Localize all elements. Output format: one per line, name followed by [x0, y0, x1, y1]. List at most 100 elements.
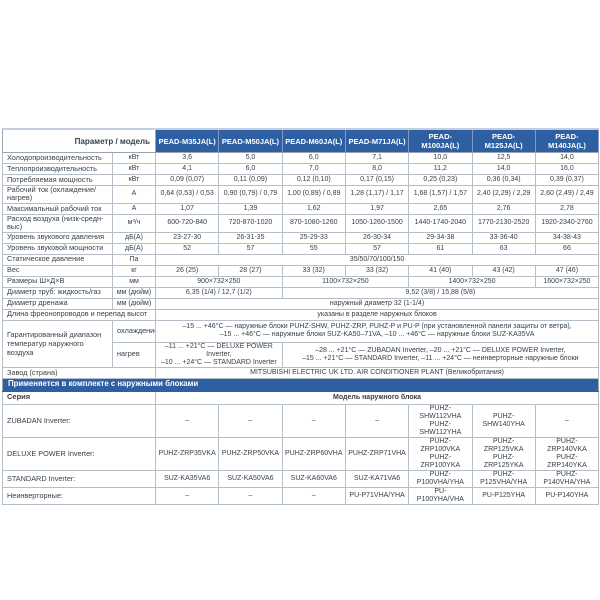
row-label: Длина фреонопроводов и перепад высот: [1, 308, 157, 321]
spec-value: 33 (32): [281, 264, 346, 277]
spec-value: 1,39: [218, 202, 283, 215]
spec-value: 57: [218, 242, 283, 255]
spec-value: 43 (42): [471, 264, 536, 277]
row-label: Статическое давление: [2, 253, 113, 266]
spec-value: 1,62: [281, 202, 346, 215]
series-row-label: Неинверторные:: [1, 487, 157, 506]
spec-value: 720-870-1020: [218, 213, 283, 233]
spec-value: –15 ... +46°С — наружные блоки PUHZ-SHW,…: [155, 319, 600, 343]
series-row-label: ZUBADAN Inverter:: [1, 403, 157, 438]
outdoor-unit-model: PUHZ-ZRP140VKA PUHZ-ZRP140YKA: [534, 436, 600, 472]
series-header-label: Серия: [1, 390, 157, 405]
row-unit: мм (дюйм): [111, 286, 157, 299]
row-unit: А: [111, 185, 157, 204]
spec-value: MITSUBISHI ELECTRIC UK LTD. AIR CONDITIO…: [155, 366, 600, 379]
spec-value: 0,09 (0,07): [155, 174, 220, 186]
row-unit: кг: [111, 264, 157, 277]
spec-value: 57: [344, 242, 410, 255]
outdoor-unit-model: –: [155, 487, 220, 506]
spec-value: 2,76: [471, 202, 536, 215]
series-header-row: Серия Модель наружного блока: [1, 390, 600, 405]
outdoor-unit-model: PUHZ-P125VHA/YHA: [471, 470, 536, 489]
outdoor-unit-model: –: [281, 403, 346, 438]
spec-value: 3,6: [155, 152, 220, 164]
spec-value: 0,36 (0,34): [471, 174, 536, 186]
model-header-5: PEAD-M100JA(L): [408, 128, 473, 153]
row-label: Размеры Ш×Д×В: [2, 275, 113, 288]
row-unit: дБ(А): [111, 242, 157, 255]
spec-value: 9,52 (3/8) / 15,88 (5/8): [281, 286, 600, 299]
row-label: Теплопроизводительность: [2, 163, 113, 175]
spec-value: 41 (40): [408, 264, 473, 277]
outdoor-unit-model: PUHZ-ZRP100VKA PUHZ-ZRP100YKA: [408, 436, 473, 472]
spec-value: 55: [281, 242, 346, 255]
spec-value: 7,0: [281, 163, 346, 175]
row-unit: кВт: [111, 152, 157, 164]
model-header-3: PEAD-M60JA(L): [281, 128, 346, 153]
spec-value: 0,12 (0,10): [281, 174, 346, 186]
param-model-header: Параметр / модель: [1, 128, 157, 153]
outdoor-unit-model: SUZ-KA35VA6: [155, 470, 220, 489]
spec-value: 26-31-35: [218, 231, 283, 244]
table-row: Завод (страна) MITSUBISHI ELECTRIC UK LTD…: [1, 366, 600, 379]
row-unit: мм: [111, 275, 157, 288]
spec-value: 26-30-34: [344, 231, 410, 244]
table-row: Размеры Ш×Д×В мм 900×732×250 1100×732×250 14…: [2, 275, 600, 288]
row-label: Расход воздуха (низк-средн-выс): [2, 213, 113, 233]
model-header-row: Параметр / модель PEAD-M35JA(L) PEAD-M50J…: [1, 128, 600, 153]
spec-value: 6,0: [218, 163, 283, 175]
outdoor-unit-model: PUHZ-ZRP125VKA PUHZ-ZRP125YKA: [471, 436, 536, 472]
spec-value: 2,60 (2,49) / 2,49: [534, 185, 600, 204]
spec-value: 900×732×250: [155, 275, 283, 288]
spec-value: 1100×732×250: [281, 275, 410, 288]
outdoor-unit-model: SUZ-KA60VA6: [281, 470, 346, 489]
section-band-title: Применяется в комплекте с наружными блок…: [1, 377, 600, 392]
row-label: Гарантированный диапазон температур нару…: [2, 319, 113, 368]
row-label: Рабочий ток (охлаждение/нагрев): [2, 185, 113, 204]
spec-value: 1440-1740-2040: [408, 213, 473, 233]
spec-value: 10,0: [408, 152, 473, 164]
outdoor-unit-model: PUHZ-P100VHA/YHA: [408, 470, 473, 489]
row-label: Потребляемая мощность: [2, 174, 113, 186]
row-unit: м³/ч: [111, 213, 157, 233]
spec-value: 2,40 (2,29) / 2,29: [471, 185, 536, 204]
table-row: ZUBADAN Inverter: – – – – PUHZ-SHW112VHA PUHZ…: [1, 403, 600, 438]
row-unit: Па: [111, 253, 157, 266]
spec-value: 63: [471, 242, 536, 255]
row-unit: А: [111, 202, 157, 215]
spec-value: 26 (25): [155, 264, 220, 277]
spec-value: 1,07: [155, 202, 220, 215]
spec-value: 33 (32): [344, 264, 410, 277]
outdoor-unit-model: –: [281, 487, 346, 506]
outdoor-unit-model: PUHZ-P140VHA/YHA: [534, 470, 600, 489]
section-band: Применяется в комплекте с наружными блок…: [1, 377, 600, 392]
row-label: Холодопроизводительность: [2, 152, 113, 164]
spec-value: 1400×732×250: [408, 275, 536, 288]
outdoor-unit-model: PU-P140YHA: [534, 487, 600, 506]
spec-value: 0,64 (0,53) / 0,53: [155, 185, 220, 204]
spec-value: 25-29-33: [281, 231, 346, 244]
spec-value: 14,0: [534, 152, 600, 164]
series-row-label: DELUXE POWER Inverter:: [1, 436, 157, 472]
row-label: Диаметр дренажа: [2, 297, 113, 310]
outdoor-unit-model: PU-P100YHA/VHA: [408, 487, 473, 506]
spec-value: наружный диаметр 32 (1-1/4): [155, 297, 600, 310]
spec-value: 4,1: [155, 163, 220, 175]
table-row: Холодопроизводительность кВт 3,6 5,0 6,0 7,1 1…: [2, 152, 600, 164]
spec-value: 6,35 (1/4) / 12,7 (1/2): [155, 286, 283, 299]
spec-value: 1,00 (0,89) / 0,89: [281, 185, 346, 204]
spec-value: 14,0: [471, 163, 536, 175]
model-header-1: PEAD-M35JA(L): [155, 128, 220, 153]
row-unit: кВт: [111, 163, 157, 175]
series-row-label: STANDARD Inverter:: [1, 470, 157, 489]
table-row: Уровень звукового давления дБ(А) 23-27-30 2…: [2, 231, 600, 244]
table-row: Длина фреонопроводов и перепад высот указ…: [1, 308, 600, 321]
model-header-7: PEAD-M140JA(L): [534, 128, 600, 153]
row-label: Максимальный рабочий ток: [2, 202, 113, 215]
spec-value: 6,0: [281, 152, 346, 164]
outdoor-unit-model: –: [155, 403, 220, 438]
outdoor-unit-model: PUHZ-ZRP71VHA: [344, 436, 410, 472]
spec-value: 1600×732×250: [534, 275, 600, 288]
spec-value: 61: [408, 242, 473, 255]
spec-value: 34-38-43: [534, 231, 600, 244]
